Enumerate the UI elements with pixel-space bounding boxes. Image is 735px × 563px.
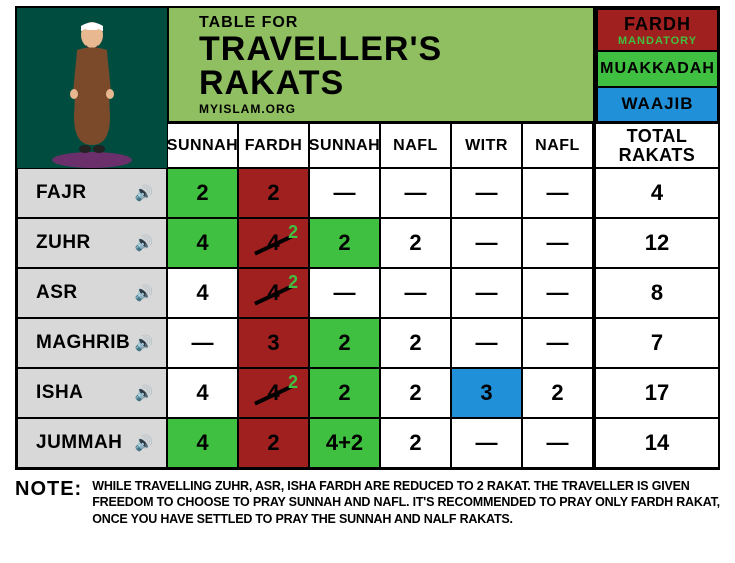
- cell: —: [309, 268, 380, 318]
- total-cell: 4: [593, 168, 719, 218]
- col-header-sunnah2: SUNNAH: [309, 123, 380, 168]
- note-label: NOTE:: [15, 478, 82, 501]
- cell: —: [451, 418, 522, 468]
- sound-icon[interactable]: 🔊: [135, 384, 154, 402]
- note-section: NOTE: WHILE TRAVELLING ZUHR, ASR, ISHA F…: [15, 478, 720, 527]
- cell: 42: [238, 368, 309, 418]
- row-header-asr: ASR🔊: [17, 268, 167, 318]
- cell: 3: [238, 318, 309, 368]
- legend-cell: FARDH MANDATORY MUAKKADAH WAAJIB: [593, 8, 719, 123]
- row-header-zuhr: ZUHR🔊: [17, 218, 167, 268]
- cell: 4: [167, 268, 238, 318]
- title-big: TRAVELLER'S RAKATS: [199, 32, 593, 100]
- cell: 2: [309, 318, 380, 368]
- row-header-maghrib: MAGHRIB🔊: [17, 318, 167, 368]
- col-header-sunnah1: SUNNAH: [167, 123, 238, 168]
- cell: —: [451, 218, 522, 268]
- cell: 4+2: [309, 418, 380, 468]
- replacement-value: 2: [288, 372, 298, 393]
- cell: 2: [380, 218, 451, 268]
- title-sub: MYISLAM.ORG: [199, 102, 593, 116]
- cell: 2: [309, 218, 380, 268]
- note-text: WHILE TRAVELLING ZUHR, ASR, ISHA FARDH A…: [92, 478, 720, 527]
- person-icon: [62, 17, 122, 162]
- total-cell: 14: [593, 418, 719, 468]
- cell: 2: [167, 168, 238, 218]
- sound-icon[interactable]: 🔊: [135, 334, 154, 352]
- cell: —: [309, 168, 380, 218]
- cell: 2: [309, 368, 380, 418]
- cell: —: [451, 168, 522, 218]
- col-header-nafl1: NAFL: [380, 123, 451, 168]
- cell: 42: [238, 268, 309, 318]
- cell: 4: [167, 368, 238, 418]
- cell: —: [451, 268, 522, 318]
- cell: 42: [238, 218, 309, 268]
- cell: —: [522, 318, 593, 368]
- col-header-total: TOTAL RAKATS: [593, 123, 719, 168]
- cell: —: [522, 268, 593, 318]
- replacement-value: 2: [288, 272, 298, 293]
- row-header-isha: ISHA🔊: [17, 368, 167, 418]
- row-header-fajr: FAJR🔊: [17, 168, 167, 218]
- cell: 2: [380, 318, 451, 368]
- cell: —: [380, 268, 451, 318]
- cell: 4: [167, 418, 238, 468]
- sound-icon[interactable]: 🔊: [135, 434, 154, 452]
- sound-icon[interactable]: 🔊: [135, 184, 154, 202]
- title-cell: TABLE FOR TRAVELLER'S RAKATS MYISLAM.ORG: [167, 8, 593, 123]
- cell: 3: [451, 368, 522, 418]
- cell: —: [522, 218, 593, 268]
- cell: —: [522, 168, 593, 218]
- cell: 2: [380, 368, 451, 418]
- col-header-nafl2: NAFL: [522, 123, 593, 168]
- cell: —: [380, 168, 451, 218]
- col-header-witr: WITR: [451, 123, 522, 168]
- legend-muakkadah: MUAKKADAH: [596, 51, 719, 86]
- col-header-fardh: FARDH: [238, 123, 309, 168]
- cell: 2: [238, 168, 309, 218]
- cell: 4: [167, 218, 238, 268]
- cell: 2: [380, 418, 451, 468]
- sound-icon[interactable]: 🔊: [135, 234, 154, 252]
- total-cell: 8: [593, 268, 719, 318]
- replacement-value: 2: [288, 222, 298, 243]
- sound-icon[interactable]: 🔊: [135, 284, 154, 302]
- title-small: TABLE FOR: [199, 14, 593, 32]
- legend-fardh: FARDH MANDATORY: [596, 8, 719, 51]
- cell: —: [167, 318, 238, 368]
- rakats-table: TABLE FOR TRAVELLER'S RAKATS MYISLAM.ORG…: [15, 6, 720, 470]
- cell: 2: [522, 368, 593, 418]
- cell: —: [522, 418, 593, 468]
- illustration-cell: [17, 8, 167, 168]
- cell: 2: [238, 418, 309, 468]
- total-cell: 17: [593, 368, 719, 418]
- total-cell: 12: [593, 218, 719, 268]
- row-header-jummah: JUMMAH🔊: [17, 418, 167, 468]
- total-cell: 7: [593, 318, 719, 368]
- cell: —: [451, 318, 522, 368]
- legend-waajib: WAAJIB: [596, 87, 719, 123]
